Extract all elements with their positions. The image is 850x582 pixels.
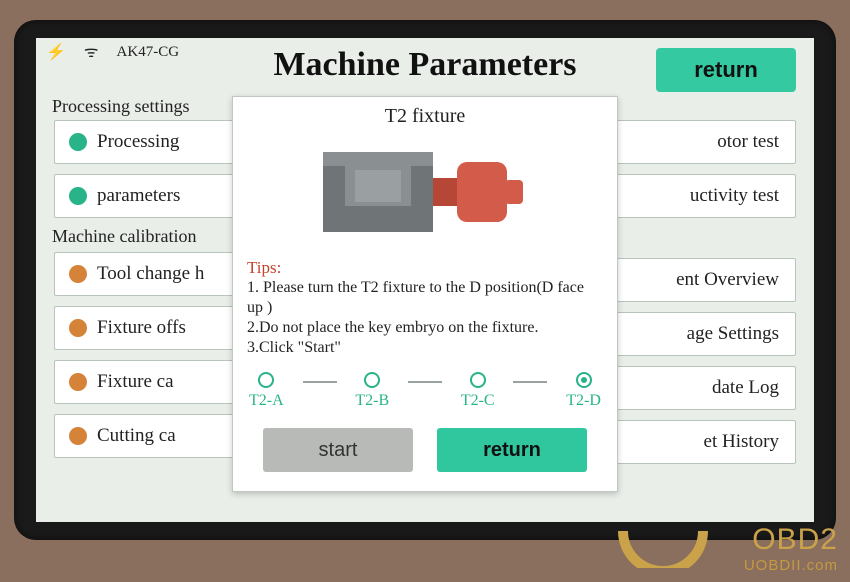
item-label: uctivity test: [690, 185, 779, 207]
tips-body: 1. Please turn the T2 fixture to the D p…: [247, 278, 603, 358]
item-label: Fixture ca: [97, 371, 174, 393]
option-label: T2-B: [355, 392, 389, 410]
settings-button[interactable]: age Settings: [596, 312, 796, 356]
update-log-button[interactable]: date Log: [596, 366, 796, 410]
radio-icon: [258, 372, 274, 388]
fixture-option-row: T2-A T2-B T2-C T2-D: [247, 372, 603, 410]
radio-icon: [470, 372, 486, 388]
spacer: [596, 228, 796, 248]
dash-icon: [513, 381, 547, 383]
overview-button[interactable]: ent Overview: [596, 258, 796, 302]
tip-1: 1. Please turn the T2 fixture to the D p…: [247, 278, 603, 318]
option-t2d[interactable]: T2-D: [566, 372, 601, 410]
dot-icon: [69, 133, 87, 151]
option-t2b[interactable]: T2-B: [355, 372, 389, 410]
device-frame: ⚡ ᯤ AK47-CG Machine Parameters return Pr…: [14, 20, 836, 540]
tip-3: 3.Click "Start": [247, 338, 603, 358]
item-label: age Settings: [687, 323, 779, 345]
screen: ⚡ ᯤ AK47-CG Machine Parameters return Pr…: [36, 38, 814, 522]
fixture-illustration: [305, 132, 545, 252]
option-label: T2-C: [461, 392, 495, 410]
right-buttons: otor test uctivity test ent Overview age…: [596, 120, 796, 464]
option-t2a[interactable]: T2-A: [249, 372, 284, 410]
dialog-actions: start return: [247, 428, 603, 472]
item-label: Processing: [97, 131, 179, 153]
option-label: T2-D: [566, 392, 601, 410]
item-label: otor test: [717, 131, 779, 153]
dot-icon: [69, 319, 87, 337]
item-label: date Log: [712, 377, 779, 399]
dialog-title: T2 fixture: [247, 105, 603, 128]
dash-icon: [303, 381, 337, 383]
item-label: et History: [704, 431, 779, 453]
section-calibration-label: Machine calibration: [52, 226, 196, 247]
item-label: ent Overview: [676, 269, 779, 291]
tip-2: 2.Do not place the key embryo on the fix…: [247, 318, 603, 338]
conductivity-test-button[interactable]: uctivity test: [596, 174, 796, 218]
dot-icon: [69, 265, 87, 283]
dash-icon: [408, 381, 442, 383]
motor-test-button[interactable]: otor test: [596, 120, 796, 164]
option-t2c[interactable]: T2-C: [461, 372, 495, 410]
tips-heading: Tips:: [247, 258, 603, 278]
item-label: Tool change h: [97, 263, 204, 285]
radio-icon: [364, 372, 380, 388]
dialog-return-button[interactable]: return: [437, 428, 587, 472]
dot-icon: [69, 187, 87, 205]
dot-icon: [69, 373, 87, 391]
watermark-line2: UOBDII.com: [744, 557, 838, 574]
item-label: Fixture offs: [97, 317, 186, 339]
dot-icon: [69, 427, 87, 445]
option-label: T2-A: [249, 392, 284, 410]
radio-icon: [576, 372, 592, 388]
item-label: parameters: [97, 185, 180, 207]
start-button[interactable]: start: [263, 428, 413, 472]
history-button[interactable]: et History: [596, 420, 796, 464]
item-label: Cutting ca: [97, 425, 176, 447]
section-processing-label: Processing settings: [52, 96, 190, 117]
return-button[interactable]: return: [656, 48, 796, 92]
fixture-dialog: T2 fixture Tips: 1. Please turn the T2 f…: [232, 96, 618, 492]
